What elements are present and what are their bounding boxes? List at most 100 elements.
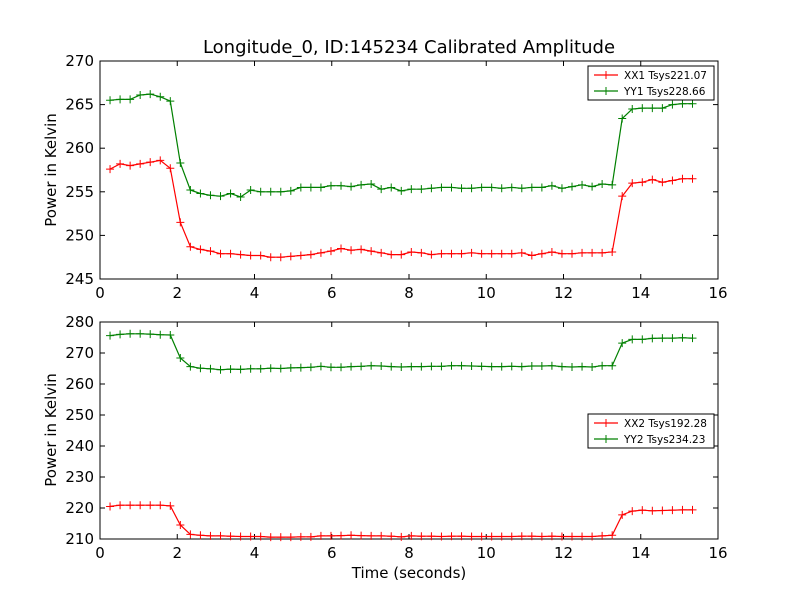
data-point-marker <box>427 532 436 541</box>
data-point-marker <box>407 531 416 540</box>
legend-label: XX2 Tsys192.28 <box>624 418 707 430</box>
data-point-marker <box>648 104 657 113</box>
data-point-marker <box>136 329 145 338</box>
data-point-marker <box>588 532 597 541</box>
data-point-marker <box>507 532 516 541</box>
data-point-marker <box>316 362 325 371</box>
data-point-marker <box>578 248 587 257</box>
data-point-marker <box>648 334 657 343</box>
data-point-marker <box>567 532 576 541</box>
data-point-marker <box>598 531 607 540</box>
data-point-marker <box>196 364 205 373</box>
data-point-marker <box>136 501 145 510</box>
data-point-marker <box>357 245 366 254</box>
legend-marker <box>602 435 610 443</box>
data-point-marker <box>477 183 486 192</box>
data-point-marker <box>457 249 466 258</box>
data-point-marker <box>196 245 205 254</box>
x-tick-label: 6 <box>327 284 337 302</box>
data-point-marker <box>377 362 386 371</box>
x-tick-label: 12 <box>554 544 573 562</box>
data-point-marker <box>216 365 225 374</box>
data-point-marker <box>457 532 466 541</box>
data-point-marker <box>517 362 526 371</box>
data-point-marker <box>326 531 335 540</box>
x-tick-label: 10 <box>477 544 496 562</box>
data-point-marker <box>316 531 325 540</box>
data-point-marker <box>377 531 386 540</box>
data-point-marker <box>156 330 165 339</box>
data-point-marker <box>186 362 195 371</box>
data-point-marker <box>296 183 305 192</box>
x-tick-label: 4 <box>250 544 260 562</box>
data-point-marker <box>407 247 416 256</box>
data-point-marker <box>407 185 416 194</box>
data-point-marker <box>347 182 356 191</box>
data-point-marker <box>537 249 546 258</box>
data-point-marker <box>537 362 546 371</box>
data-point-marker <box>236 193 245 202</box>
data-point-marker <box>608 361 617 370</box>
data-point-marker <box>276 253 285 262</box>
data-point-marker <box>638 104 647 113</box>
data-point-marker <box>457 361 466 370</box>
data-point-marker <box>447 532 456 541</box>
data-point-marker <box>256 187 265 196</box>
data-point-marker <box>216 192 225 201</box>
data-point-marker <box>156 92 165 101</box>
data-point-marker <box>588 362 597 371</box>
data-point-marker <box>567 182 576 191</box>
data-point-marker <box>507 362 516 371</box>
data-point-marker <box>578 180 587 189</box>
data-point-marker <box>306 363 315 372</box>
x-tick-label: 8 <box>404 544 414 562</box>
data-point-marker <box>246 532 255 541</box>
data-point-marker <box>487 362 496 371</box>
data-point-marker <box>367 531 376 540</box>
x-tick-label: 0 <box>95 544 105 562</box>
data-point-marker <box>256 251 265 260</box>
data-point-marker <box>387 362 396 371</box>
data-point-marker <box>397 250 406 259</box>
y-tick-label: 260 <box>65 375 94 393</box>
data-point-marker <box>648 175 657 184</box>
data-point-marker <box>176 353 185 362</box>
data-point-marker <box>507 249 516 258</box>
top-chart-panel: Longitude_0, ID:145234 Calibrated Amplit… <box>42 37 728 302</box>
data-point-marker <box>547 532 556 541</box>
data-point-marker <box>286 252 295 261</box>
data-point-marker <box>206 247 215 256</box>
data-point-marker <box>266 187 275 196</box>
data-point-marker <box>326 363 335 372</box>
y-tick-label: 230 <box>65 468 94 486</box>
data-point-marker <box>567 249 576 258</box>
data-point-marker <box>347 246 356 255</box>
x-tick-label: 2 <box>172 544 182 562</box>
legend-marker <box>602 87 610 95</box>
data-point-marker <box>136 159 145 168</box>
data-point-marker <box>557 249 566 258</box>
data-point-marker <box>156 156 165 165</box>
x-tick-label: 16 <box>708 544 727 562</box>
data-point-marker <box>166 164 175 173</box>
x-tick-label: 4 <box>250 284 260 302</box>
data-point-marker <box>146 501 155 510</box>
data-point-marker <box>567 362 576 371</box>
data-point-marker <box>628 179 637 188</box>
data-point-marker <box>578 532 587 541</box>
y-axis-label: Power in Kelvin <box>42 113 60 227</box>
data-point-marker <box>286 186 295 195</box>
data-point-marker <box>678 505 687 514</box>
data-point-marker <box>598 248 607 257</box>
data-point-marker <box>467 184 476 193</box>
data-point-marker <box>477 362 486 371</box>
data-point-marker <box>246 251 255 260</box>
data-point-marker <box>377 185 386 194</box>
data-point-marker <box>467 532 476 541</box>
data-point-marker <box>166 501 175 510</box>
legend-label: YY1 Tsys228.66 <box>623 86 706 98</box>
data-point-marker <box>316 183 325 192</box>
data-point-marker <box>517 248 526 257</box>
legend-box <box>587 413 715 449</box>
data-point-marker <box>688 99 697 108</box>
